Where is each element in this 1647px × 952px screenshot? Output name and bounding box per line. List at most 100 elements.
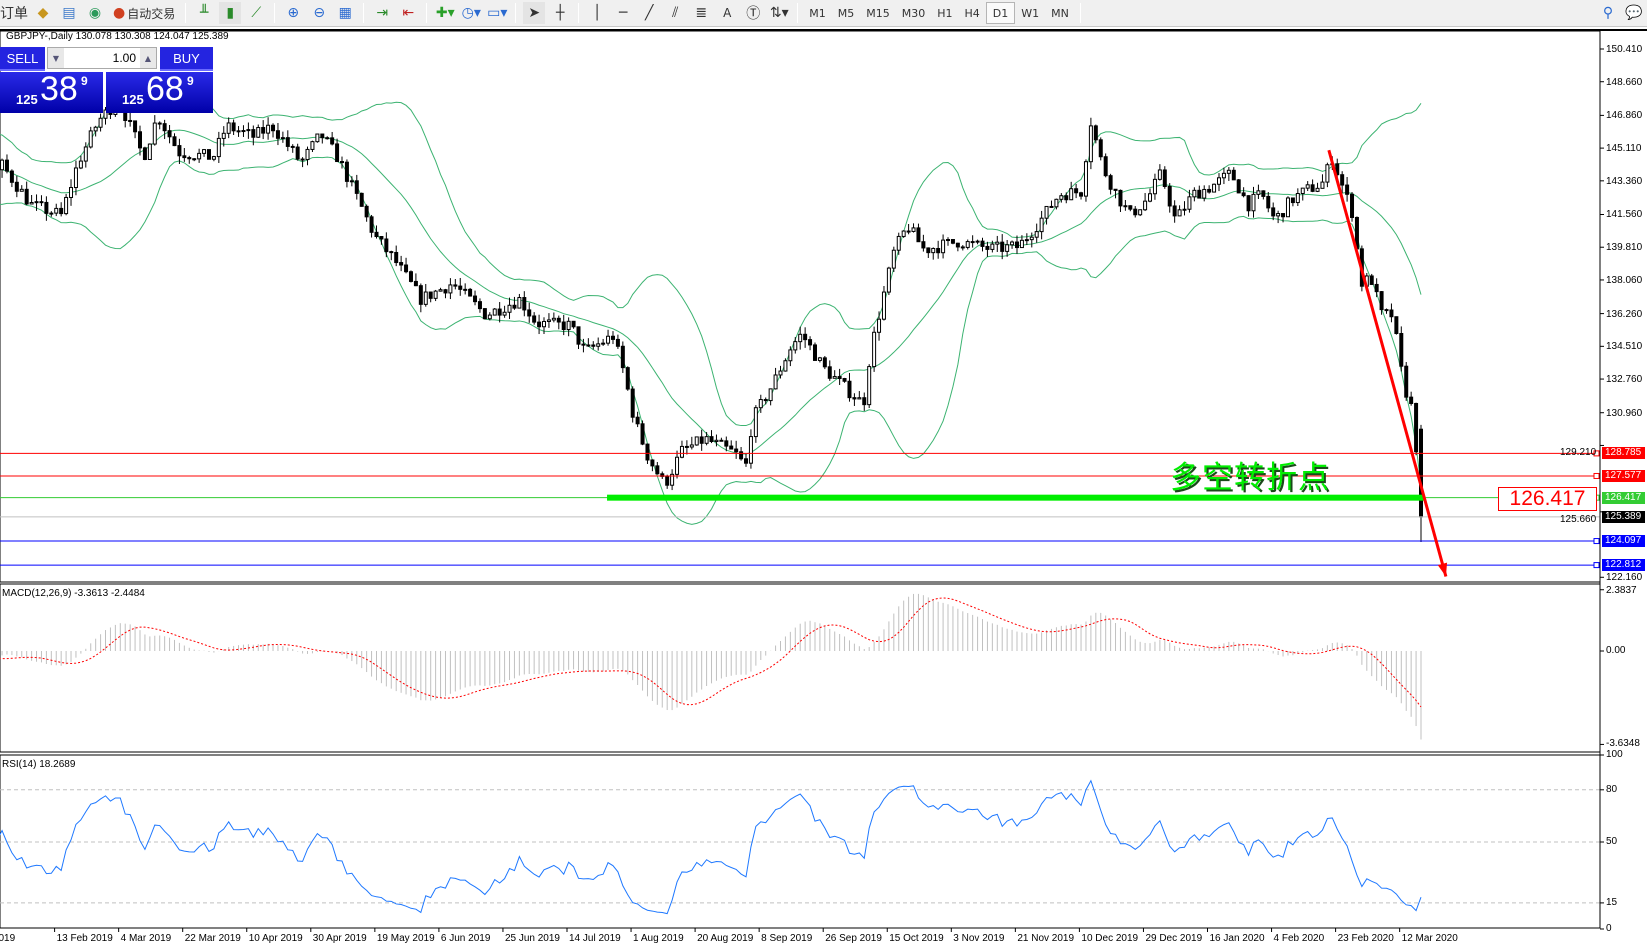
candle-body bbox=[1340, 174, 1345, 186]
date-axis-label: 25 Jun 2019 bbox=[504, 933, 560, 944]
candle bbox=[1216, 173, 1221, 192]
candle bbox=[1074, 183, 1079, 199]
candle bbox=[601, 338, 606, 346]
bar-chart-icon[interactable]: ╨ bbox=[200, 5, 209, 21]
timeframe-m5[interactable]: M5 bbox=[837, 6, 855, 20]
candle-body bbox=[1019, 239, 1024, 249]
chart-canvas[interactable] bbox=[0, 31, 1647, 952]
candle bbox=[14, 175, 19, 198]
candle-body bbox=[1207, 188, 1212, 193]
crosshair-icon[interactable]: ┼ bbox=[556, 5, 565, 21]
zoom-in-icon[interactable]: ⊕ bbox=[287, 5, 300, 21]
vertical-line-icon[interactable]: │ bbox=[593, 5, 602, 21]
candle bbox=[817, 356, 822, 363]
symbol-title: GBPJPY-,Daily 130.078 130.308 124.047 12… bbox=[6, 31, 229, 42]
periods-icon[interactable]: ◷▾ bbox=[461, 5, 481, 21]
candle bbox=[970, 235, 975, 248]
equidistant-channel-icon[interactable]: ⫽ bbox=[672, 5, 679, 21]
lot-decrease-icon[interactable]: ▼ bbox=[48, 48, 64, 68]
price-plot bbox=[0, 74, 1423, 542]
sell-button[interactable]: SELL bbox=[0, 47, 45, 71]
candle bbox=[1369, 273, 1374, 285]
candle bbox=[660, 471, 665, 479]
candle-body bbox=[1138, 209, 1143, 216]
line-handle bbox=[1593, 538, 1600, 545]
timeframe-h4[interactable]: H4 bbox=[964, 6, 980, 20]
signals-icon[interactable]: ◉ bbox=[88, 5, 102, 21]
candle bbox=[724, 436, 729, 452]
autoscroll-icon[interactable]: ⇤ bbox=[402, 5, 415, 21]
candle bbox=[226, 117, 231, 139]
candle-body bbox=[428, 291, 433, 299]
date-axis-label: 12 Mar 2020 bbox=[1401, 933, 1458, 944]
timeframe-w1[interactable]: W1 bbox=[1021, 6, 1040, 20]
timeframe-d1[interactable]: D1 bbox=[985, 2, 1016, 24]
candle-body bbox=[542, 320, 547, 328]
horizontal-line-icon[interactable]: ─ bbox=[619, 5, 628, 21]
indicators-icon[interactable]: ✚▾ bbox=[435, 5, 455, 21]
candle bbox=[1271, 202, 1276, 221]
candle bbox=[187, 155, 192, 164]
candle bbox=[216, 131, 221, 164]
fibonacci-icon[interactable]: ≣ bbox=[695, 5, 708, 21]
chart-shift-icon[interactable]: ⇥ bbox=[376, 5, 389, 21]
arrows-icon[interactable]: ⇅▾ bbox=[769, 5, 789, 21]
text-icon[interactable]: A bbox=[723, 6, 732, 20]
buy-button[interactable]: BUY bbox=[160, 47, 213, 71]
timeframe-m30[interactable]: M30 bbox=[901, 6, 926, 20]
zoom-out-icon[interactable]: ⊖ bbox=[313, 5, 326, 21]
candle bbox=[206, 149, 211, 160]
candle-body bbox=[1241, 192, 1246, 197]
toolbar-separator bbox=[515, 3, 517, 23]
candlestick-icon[interactable]: ▮ bbox=[219, 2, 242, 24]
timeframe-m15[interactable]: M15 bbox=[866, 6, 890, 20]
navigator-icon[interactable]: ▤ bbox=[62, 5, 76, 21]
tile-windows-icon[interactable]: ▦ bbox=[338, 5, 352, 21]
candle-body bbox=[468, 288, 473, 297]
lot-increase-icon[interactable]: ▲ bbox=[140, 48, 156, 68]
line-chart-icon[interactable]: ⟋ bbox=[251, 5, 262, 21]
candle-body bbox=[261, 127, 266, 134]
lot-value[interactable]: 1.00 bbox=[112, 51, 136, 65]
templates-icon[interactable]: ▭▾ bbox=[487, 5, 508, 21]
candle-body bbox=[1187, 196, 1192, 210]
lot-size-field[interactable]: ▼ 1.00 ▲ bbox=[47, 47, 157, 69]
candle-body bbox=[556, 317, 561, 323]
candle-body bbox=[975, 240, 980, 243]
candle-body bbox=[1271, 207, 1276, 217]
candle bbox=[1266, 192, 1271, 213]
candle bbox=[665, 474, 670, 489]
market-watch-icon[interactable]: ◆ bbox=[37, 5, 49, 21]
timeframe-mn[interactable]: MN bbox=[1051, 6, 1069, 20]
timeframe-m1[interactable]: M1 bbox=[809, 6, 826, 20]
candle-body bbox=[78, 160, 83, 169]
trendline-icon[interactable]: ╱ bbox=[645, 5, 654, 21]
candle bbox=[335, 138, 340, 163]
search-icon[interactable]: ⚲ bbox=[1602, 5, 1614, 21]
buy-price[interactable]: 125 68 9 bbox=[106, 70, 213, 113]
candle bbox=[1281, 213, 1286, 223]
new-order-button[interactable]: 订单 bbox=[0, 2, 28, 24]
macd-pane bbox=[0, 583, 1601, 753]
candle-body bbox=[423, 291, 428, 305]
candle-body bbox=[187, 157, 192, 160]
candle-body bbox=[561, 321, 566, 331]
text-label-icon[interactable]: Ⓣ bbox=[746, 6, 761, 22]
auto-trading-button[interactable]: ● 自动交易 bbox=[110, 2, 178, 24]
candle bbox=[808, 336, 813, 351]
candle bbox=[359, 192, 364, 207]
reversal-point-annotation[interactable]: 多空转折点 bbox=[1170, 460, 1330, 496]
rsi-axis-label: 15 bbox=[1606, 896, 1618, 908]
candle-body bbox=[492, 308, 497, 316]
sell-price[interactable]: 125 38 9 bbox=[0, 70, 103, 113]
cursor-icon[interactable]: ➤ bbox=[523, 2, 546, 24]
candle-body bbox=[827, 366, 832, 379]
timeframe-h1[interactable]: H1 bbox=[937, 6, 953, 20]
price-annotation-box[interactable]: 126.417 bbox=[1498, 487, 1597, 511]
candle bbox=[300, 157, 305, 168]
chat-icon[interactable]: 💬 bbox=[1625, 5, 1643, 21]
candle bbox=[734, 440, 739, 459]
candle-body bbox=[325, 137, 330, 140]
candle bbox=[438, 287, 443, 292]
candle bbox=[473, 290, 478, 306]
